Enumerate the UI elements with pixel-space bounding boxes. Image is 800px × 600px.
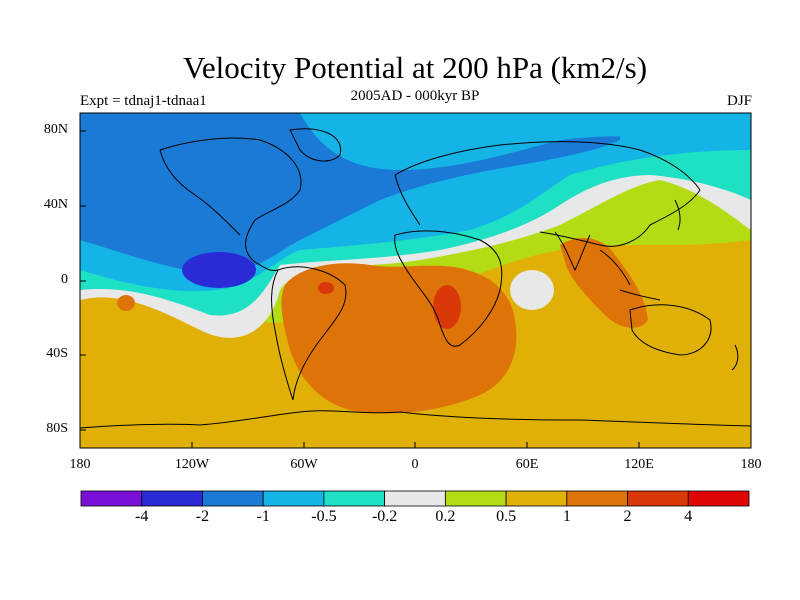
colorbar-swatch [505, 490, 568, 507]
colorbar-label: 2 [623, 508, 632, 525]
lat-label-80s: 80S [46, 421, 68, 436]
lon-label-0: 0 [411, 457, 419, 472]
colorbar-label: 4 [684, 508, 693, 525]
colorbar-swatch [262, 490, 325, 507]
colorbar-swatch [323, 490, 386, 507]
axis-ticks [79, 130, 752, 448]
colorbar-label: -2 [195, 508, 210, 525]
lon-label-60e: 60E [515, 457, 539, 472]
lon-label-180e: 180 [740, 457, 762, 472]
colorbar [80, 490, 750, 507]
colorbar-swatch [627, 490, 689, 507]
colorbar-swatch [444, 490, 507, 507]
lat-label-40s: 40S [46, 346, 68, 361]
colorbar-label: -0.2 [371, 508, 398, 525]
colorbar-label: -0.5 [311, 508, 337, 525]
lat-label-0: 0 [61, 272, 68, 287]
map-title: Velocity Potential at 200 hPa (km2/s) [182, 50, 648, 85]
lon-label-180w: 180 [69, 457, 91, 472]
colorbar-label: 1 [562, 508, 571, 525]
colorbar-label: -1 [256, 508, 270, 525]
colorbar-swatch [566, 490, 628, 507]
contour-fill [80, 113, 751, 448]
colorbar-label: 0.5 [496, 508, 517, 525]
period-label: 2005AD - 000kyr BP [350, 88, 480, 104]
lat-label-80n: 80N [43, 122, 68, 137]
experiment-label: Expt = tdnaj1-tdnaa1 [80, 93, 207, 109]
lon-label-60w: 60W [290, 457, 318, 472]
lon-label-120w: 120W [174, 457, 210, 472]
season-label: DJF [726, 93, 752, 109]
colorbar-label: 0.2 [435, 508, 456, 525]
colorbar-swatch [384, 490, 446, 507]
colorbar-swatch [687, 490, 750, 507]
colorbar-swatch [141, 490, 203, 507]
lon-label-120e: 120E [624, 457, 654, 472]
lat-label-40n: 40N [43, 197, 68, 212]
colorbar-swatch [202, 490, 264, 507]
colorbar-swatch [80, 490, 143, 507]
colorbar-label: -4 [135, 508, 149, 525]
